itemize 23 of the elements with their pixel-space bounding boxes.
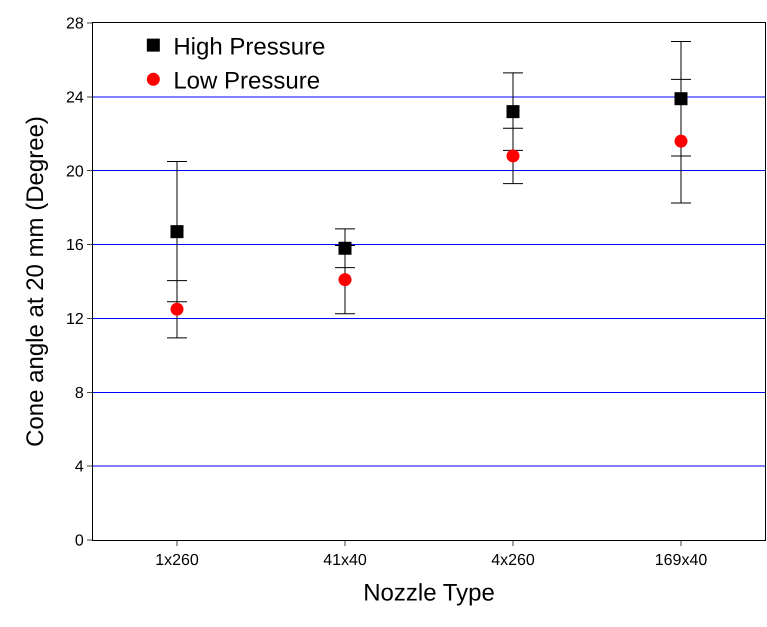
point: [170, 302, 184, 316]
y-tick-label: 4: [74, 458, 84, 476]
y-tick-label: 20: [66, 163, 84, 180]
y-tick-label: 28: [66, 16, 84, 33]
y-tick-label: 0: [74, 532, 84, 550]
point: [170, 225, 184, 238]
point: [674, 134, 688, 148]
x-tick-label: 41x40: [323, 552, 367, 570]
legend-label: Low Pressure: [173, 68, 320, 95]
y-tick-label: 24: [66, 89, 84, 106]
point: [506, 149, 520, 162]
legend-label: High Pressure: [173, 33, 326, 60]
y-tick-label: 16: [66, 237, 84, 254]
y-tick-label: 8: [74, 384, 84, 402]
x-tick-label: 1x260: [155, 552, 199, 570]
x-tick-label: 169x40: [654, 552, 708, 570]
point: [506, 105, 520, 118]
y-tick-label: 12: [66, 311, 84, 328]
x-axis-title: Nozzle Type: [363, 580, 495, 606]
x-tick-label: 4x260: [491, 552, 535, 570]
point: [338, 273, 352, 286]
y-axis-title: Cone angle at 20 mm (Degree): [22, 116, 50, 447]
point: [674, 92, 688, 106]
